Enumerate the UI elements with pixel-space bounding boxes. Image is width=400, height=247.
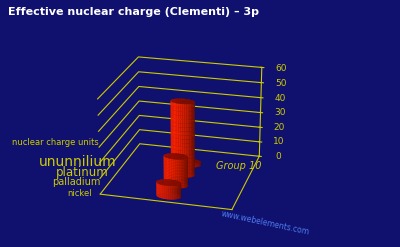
Text: www.webelements.com: www.webelements.com [220,209,310,237]
Text: Effective nuclear charge (Clementi) – 3p: Effective nuclear charge (Clementi) – 3p [8,7,259,17]
